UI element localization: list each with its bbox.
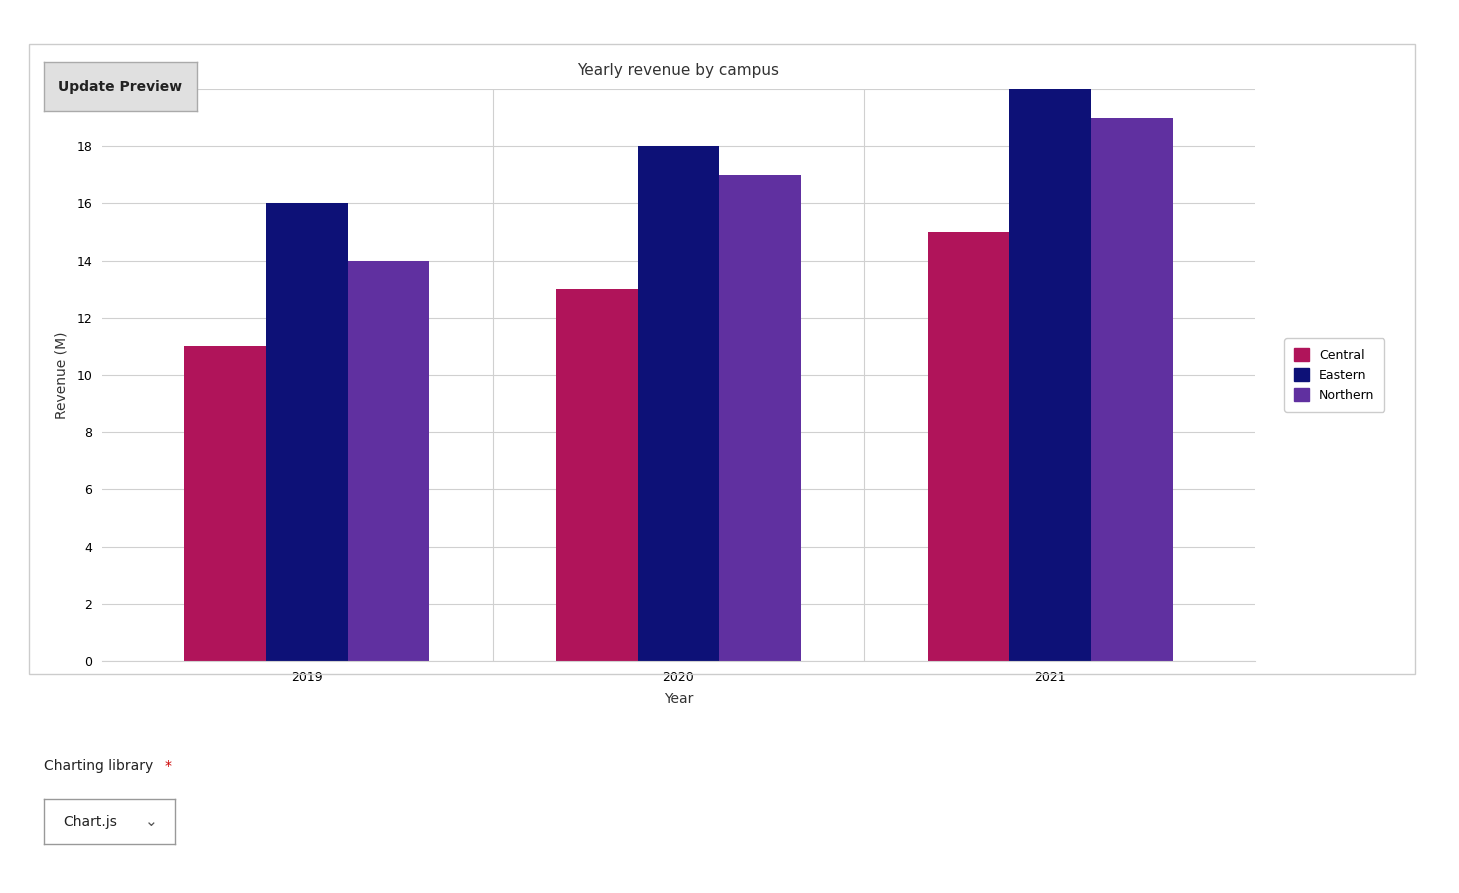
Bar: [347, 261, 429, 661]
Title: Yearly revenue by campus: Yearly revenue by campus: [578, 63, 779, 78]
Text: Chart.js: Chart.js: [64, 814, 117, 829]
Text: Update Preview: Update Preview: [58, 79, 182, 94]
Text: ⌄: ⌄: [144, 814, 158, 830]
Text: Charting library: Charting library: [44, 759, 153, 772]
Bar: [1091, 118, 1173, 661]
Bar: [928, 232, 1010, 661]
Legend: Central, Eastern, Northern: Central, Eastern, Northern: [1284, 338, 1385, 412]
Bar: [719, 175, 801, 661]
Bar: [184, 346, 266, 661]
Bar: [1010, 89, 1091, 661]
Text: *: *: [165, 759, 172, 772]
Bar: [266, 204, 347, 661]
Y-axis label: Revenue (M): Revenue (M): [54, 331, 69, 419]
X-axis label: Year: Year: [664, 692, 693, 706]
Bar: [556, 289, 638, 661]
Bar: [638, 146, 719, 661]
